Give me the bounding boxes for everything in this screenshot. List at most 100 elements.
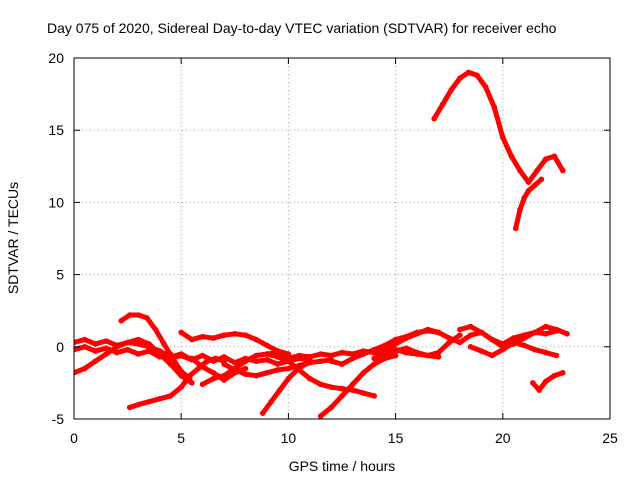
series-line-sat-v (513, 176, 544, 231)
data-point (126, 312, 133, 318)
y-tick-label: 5 (56, 267, 64, 283)
data-point (371, 393, 378, 399)
data-point (285, 351, 292, 357)
x-tick-label: 0 (70, 430, 78, 446)
data-point (302, 361, 309, 367)
data-point (517, 167, 523, 174)
y-tick-label: 10 (48, 194, 64, 210)
data-point (157, 396, 163, 402)
data-point (307, 354, 313, 360)
data-point (457, 339, 463, 346)
data-point (135, 351, 142, 357)
data-point (403, 349, 410, 356)
data-point (532, 329, 538, 336)
data-point (317, 351, 324, 357)
data-point (259, 410, 266, 417)
data-point (74, 346, 77, 353)
series-line-sat-e (74, 344, 173, 360)
data-point (199, 364, 206, 370)
data-point (392, 348, 399, 354)
data-point (242, 332, 249, 339)
data-point (144, 315, 150, 321)
data-point (210, 335, 217, 341)
data-point (525, 188, 532, 194)
data-point (103, 345, 109, 352)
data-point (517, 206, 523, 213)
data-point (465, 69, 472, 76)
data-point (242, 358, 249, 365)
data-point (457, 75, 463, 81)
data-point (274, 367, 281, 373)
data-point (167, 361, 174, 367)
data-point (360, 351, 367, 357)
data-point (414, 331, 420, 337)
data-point (114, 349, 120, 356)
data-point (542, 378, 549, 385)
data-point (551, 372, 558, 379)
data-point (135, 312, 142, 318)
data-point (264, 342, 270, 349)
y-tick-label: 20 (48, 50, 64, 66)
data-point (253, 372, 259, 379)
data-point (189, 355, 195, 362)
data-point (317, 358, 324, 365)
data-point (210, 358, 217, 365)
data-point (135, 401, 142, 408)
data-point (521, 335, 527, 341)
series-layer (74, 69, 570, 419)
data-point (512, 225, 519, 232)
y-tick-label: 15 (48, 122, 64, 138)
data-point (382, 346, 388, 353)
data-point (152, 326, 159, 333)
data-point (371, 355, 378, 362)
data-point (103, 351, 109, 357)
data-point (478, 348, 485, 354)
data-point (264, 357, 270, 363)
data-point (435, 329, 442, 336)
data-point (232, 331, 238, 337)
data-point (534, 167, 540, 174)
data-point (521, 195, 527, 201)
data-point (500, 134, 506, 141)
data-point (285, 375, 292, 382)
data-point (339, 361, 345, 367)
tick-layer: 0 5 10 15 20 25 -5 0 5 10 15 20 (48, 50, 618, 446)
data-point (103, 338, 109, 344)
data-point (242, 365, 249, 372)
data-point (274, 349, 281, 356)
data-point (457, 326, 463, 333)
data-point (124, 339, 131, 346)
data-point (448, 87, 455, 93)
data-point (538, 176, 545, 183)
data-point (425, 352, 431, 359)
data-point (328, 404, 335, 411)
data-point (74, 339, 77, 346)
data-point (551, 153, 558, 159)
data-point (371, 346, 378, 353)
data-point (92, 341, 99, 347)
data-point (92, 348, 99, 354)
data-point (285, 355, 292, 362)
data-point (435, 349, 442, 356)
data-point (560, 370, 566, 376)
data-point (478, 329, 485, 336)
data-point (491, 104, 498, 110)
data-point (542, 323, 549, 330)
data-point (371, 361, 378, 367)
data-point (339, 349, 345, 356)
y-tick-label: 0 (56, 339, 64, 355)
data-point (349, 355, 356, 362)
data-point (403, 335, 410, 341)
data-point (135, 336, 142, 343)
x-axis-title: GPS time / hours (289, 458, 396, 474)
data-point (81, 365, 88, 372)
data-point (489, 336, 495, 343)
data-point (210, 375, 217, 382)
data-point (189, 336, 195, 343)
data-point (264, 370, 270, 376)
data-point (126, 404, 133, 411)
data-point (274, 361, 281, 367)
data-point (146, 341, 152, 347)
data-point (242, 371, 249, 378)
